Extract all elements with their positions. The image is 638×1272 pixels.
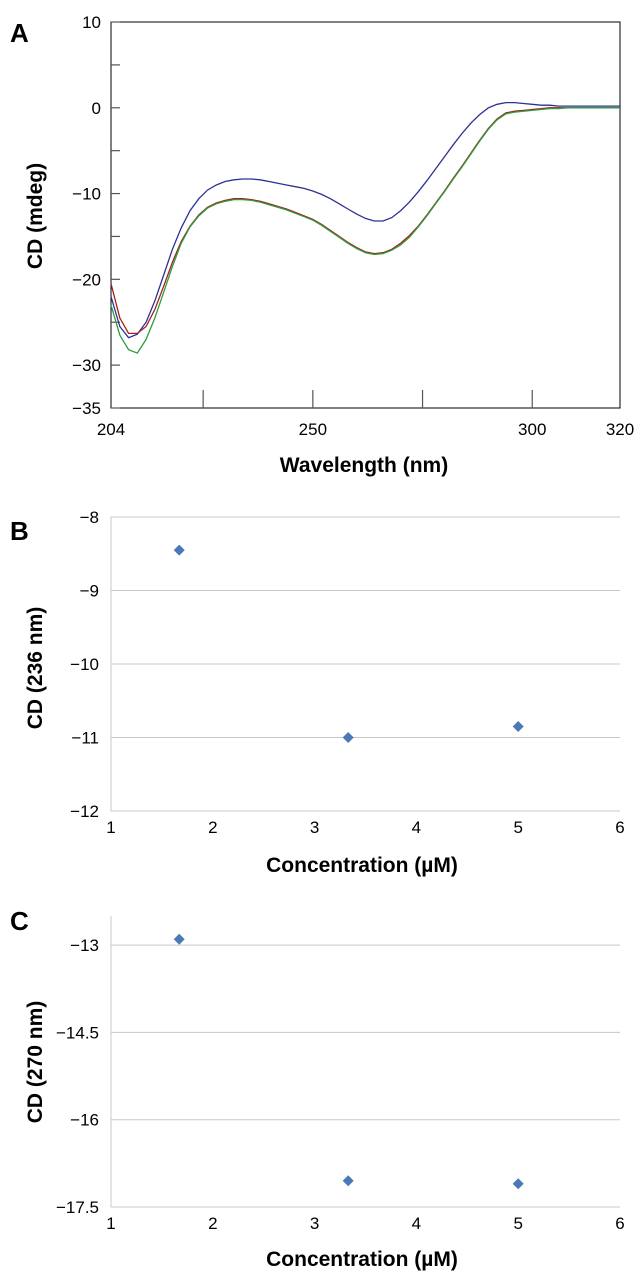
panel-a-x-tick-label: 300 [518,420,546,439]
panel-b-letter: B [10,516,29,546]
panel-c-x-tick-label: 1 [106,1214,115,1233]
panel-c-scatter-chart: C −13 −14.5 −16 −17.5 1 2 3 4 5 6 Concentration (… [10,906,625,1271]
panel-b-x-tick-label: 4 [412,818,421,837]
panel-b-y-tick-label: −9 [80,582,99,601]
panel-a-series-line-3 [110,107,620,354]
panel-c-y-tick-label: −17.5 [56,1198,99,1217]
panel-c-letter: C [10,906,29,936]
panel-b-data-point [342,732,354,743]
panel-b-x-tick-label: 2 [208,818,217,837]
panel-a-x-axis-title: Wavelength (nm) [280,454,448,477]
panel-a-y-axis-title: CD (mdeg) [24,163,47,269]
panel-b-data-point [512,720,524,732]
panel-a-y-tick-label: 0 [92,99,101,118]
panel-b-x-tick-label: 1 [106,818,115,837]
panel-b-y-axis-title: CD (236 nm) [24,607,47,730]
panel-b-scatter-chart: B −8 −9 −10 −11 −12 1 2 3 4 5 6 Concentration (µM)… [10,508,625,877]
panel-c-x-axis-title: Concentration (µM) [266,1248,458,1271]
panel-a-series-line-2 [110,107,620,335]
panel-c-y-tick-label: −14.5 [56,1023,99,1042]
panel-c-y-tick-label: −13 [70,936,99,955]
panel-b-x-tick-label: 6 [615,818,624,837]
panel-a-line-chart: A 10 0 −10 −20 −30 −35 204 250 300 320 Wavelength… [10,13,634,477]
panel-a-y-tick-label: −10 [72,185,101,204]
panel-a-y-tick-label: 10 [82,13,101,32]
panel-a-y-tick-label: −20 [72,270,101,289]
panel-b-x-tick-label: 3 [310,818,319,837]
panel-c-y-tick-label: −16 [70,1111,99,1130]
panel-c-data-point [512,1178,524,1190]
panel-c-x-tick-label: 4 [412,1214,421,1233]
panel-b-y-tick-label: −12 [70,802,99,821]
panel-b-y-tick-label: −10 [70,655,99,674]
panel-a-series-line-1 [110,101,620,339]
panel-b-y-tick-label: −8 [80,508,99,527]
panel-a-y-tick-label: −35 [72,399,101,418]
panel-a-x-tick-label: 320 [606,420,634,439]
panel-c-x-tick-label: 5 [513,1214,522,1233]
panel-c-data-point [342,1175,354,1187]
panel-a-plot-frame [110,21,621,409]
panel-a-x-tick-label: 204 [97,420,125,439]
panel-a-letter: A [10,18,29,48]
panel-b-y-tick-label: −11 [71,729,99,748]
panel-c-y-axis-title: CD (270 nm) [24,1001,47,1124]
panel-c-data-point [173,933,185,945]
panel-b-x-axis-title: Concentration (µM) [266,854,458,877]
panel-c-x-tick-label: 6 [615,1214,624,1233]
panel-a-y-tick-label: −30 [72,356,101,375]
panel-c-x-tick-label: 3 [310,1214,319,1233]
panel-c-x-tick-label: 2 [208,1214,217,1233]
panel-a-x-tick-label: 250 [299,420,327,439]
panel-b-data-point [173,544,185,556]
panel-b-x-tick-label: 5 [513,818,522,837]
